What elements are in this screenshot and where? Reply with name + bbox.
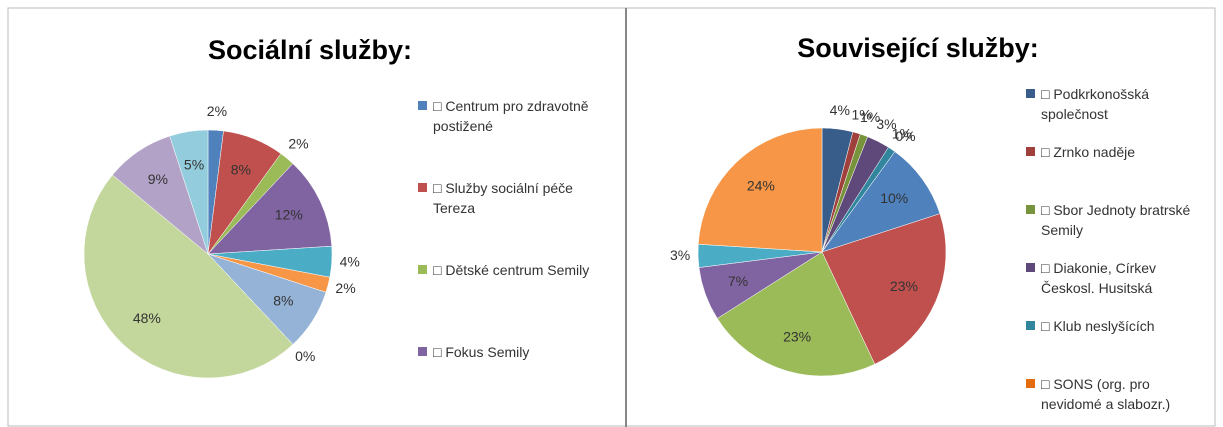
legend-label: □ Služby sociální péče Tereza (433, 180, 573, 216)
legend-label: □ SONS (org. pro nevidomé a slabozr.) (1041, 376, 1171, 412)
chart-title: Sociální služby: (208, 35, 412, 65)
legend-label: □ Centrum pro zdravotně postižené (433, 98, 589, 134)
legend-entry: □ Podkrkonošská společnost (1026, 84, 1211, 124)
legend-swatch (418, 347, 427, 356)
legend-swatch (1026, 89, 1035, 98)
legend-label: □ Dětské centrum Semily (433, 262, 590, 278)
data-label: 1% (892, 125, 912, 141)
pie-slice (716, 251, 876, 377)
legend-label: □ Diakonie, Církev Českosl. Husitská (1041, 260, 1157, 296)
data-label: 0% (295, 348, 315, 364)
legend-swatch (1026, 147, 1035, 156)
legend-entry: □ SONS (org. pro nevidomé a slabozr.) (1026, 374, 1211, 414)
data-label: 12% (275, 207, 303, 223)
pie-slice (821, 151, 941, 253)
legend-label: □ Sbor Jednoty bratrské Semily (1041, 202, 1191, 238)
pie-slice (169, 129, 209, 255)
pie-slice (83, 174, 294, 379)
legend-entry: □ Služby sociální péče Tereza (418, 178, 613, 218)
legend-entry: □ Klub neslyšících (1026, 316, 1211, 336)
legend-entry: □ Dětské centrum Semily (418, 260, 613, 280)
data-label: 9% (148, 171, 168, 187)
legend-entry: □ Sbor Jednoty bratrské Semily (1026, 200, 1211, 240)
data-label: 2% (207, 103, 227, 119)
data-label: 3% (876, 116, 896, 132)
data-label: 8% (231, 162, 251, 178)
data-label: 4% (830, 102, 850, 118)
data-label: 23% (783, 328, 811, 344)
data-label: 0% (895, 128, 915, 144)
pie-slice (821, 213, 947, 365)
legend-entry: □ Centrum pro zdravotně postižené (418, 96, 613, 136)
data-label: 7% (728, 273, 748, 289)
legend-entry: □ Zrnko naděje (1026, 142, 1211, 162)
data-label: 48% (133, 310, 161, 326)
legend-entry: □ Diakonie, Církev Českosl. Husitská (1026, 258, 1211, 298)
legend-entry: □ Fokus Semily (418, 342, 613, 362)
legend-swatch (1026, 321, 1035, 330)
chart-title: Související služby: (797, 33, 1039, 63)
pie-slice (207, 163, 333, 255)
legend-swatch (1026, 205, 1035, 214)
data-label: 2% (288, 135, 308, 151)
data-label: 4% (340, 254, 360, 270)
data-label: 24% (747, 178, 775, 194)
legend-swatch (418, 183, 427, 192)
data-label: 1% (851, 106, 871, 122)
legend-label: □ Zrnko naděje (1041, 144, 1136, 160)
data-label: 23% (890, 278, 918, 294)
legend-swatch (418, 265, 427, 274)
pie-slice (697, 127, 823, 253)
legend-swatch (1026, 379, 1035, 388)
data-label: 8% (273, 293, 293, 309)
legend-swatch (1026, 263, 1035, 272)
data-label: 2% (335, 280, 355, 296)
data-label: 10% (880, 190, 908, 206)
legend-label: □ Podkrkonošská společnost (1041, 86, 1150, 122)
data-label: 1% (860, 109, 880, 125)
data-label: 5% (184, 157, 204, 173)
legend-label: □ Fokus Semily (433, 344, 530, 360)
data-label: 3% (670, 247, 690, 263)
frame (7, 7, 1216, 427)
legend-swatch (418, 101, 427, 110)
legend-label: □ Klub neslyšících (1041, 318, 1155, 334)
